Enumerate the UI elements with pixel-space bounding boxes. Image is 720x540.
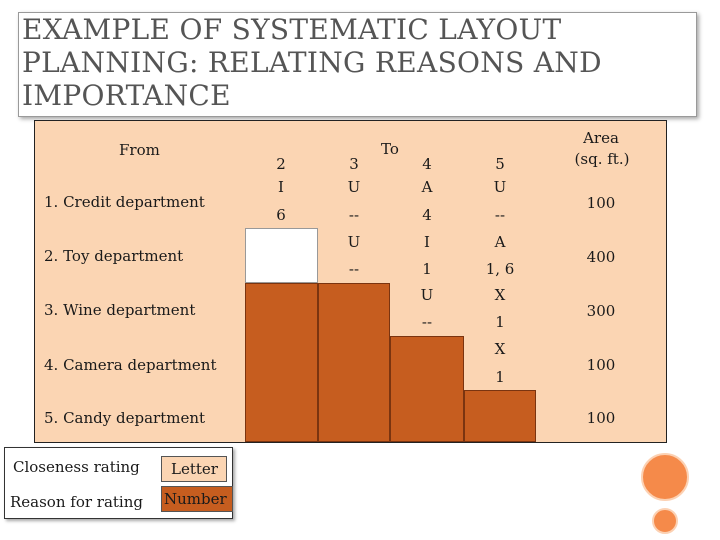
reason-rating: 1 [422, 260, 432, 278]
area-value: 100 [586, 356, 616, 374]
department-column [35, 121, 245, 442]
pair-column-2 [245, 121, 318, 228]
area-value: 400 [586, 248, 616, 266]
legend-number-swatch [161, 486, 233, 512]
legend-letter-swatch [161, 456, 227, 482]
closeness-rating: X [494, 340, 506, 358]
department-label: 4. Camera department [44, 356, 217, 374]
title-frame [18, 12, 697, 117]
legend-box: Closeness rating Letter Reason for ratin… [4, 447, 233, 519]
slide-title: EXAMPLE OF SYSTEMATIC LAYOUT PLANNING: R… [22, 13, 702, 112]
title-line-2: PLANNING: RELATING REASONS AND [22, 46, 602, 79]
department-label: 1. Credit department [44, 193, 205, 211]
closeness-rating: I [278, 178, 284, 196]
department-label: 5. Candy department [44, 409, 206, 427]
closeness-rating: X [494, 286, 506, 304]
area-value: 300 [586, 302, 616, 320]
column-header-3: 3 [349, 155, 359, 173]
department-label: 2. Toy department [44, 247, 184, 265]
pair-column-3 [318, 121, 390, 283]
title-line-1: EXAMPLE OF SYSTEMATIC LAYOUT [22, 13, 562, 46]
decorative-circle-large [641, 453, 689, 501]
legend-letter-text: Letter [171, 460, 218, 478]
area-header-line-2: (sq. ft.) [574, 150, 630, 168]
closeness-rating: U [493, 178, 507, 196]
inactive-cell [390, 336, 464, 442]
pair-column-5 [464, 121, 536, 390]
column-header-2: 2 [276, 155, 286, 173]
closeness-rating: I [424, 233, 430, 251]
area-header-line-1: Area [583, 129, 619, 147]
reason-rating: 1 [495, 368, 505, 386]
inactive-cell [464, 390, 536, 442]
pair-cell-empty [245, 228, 318, 283]
reason-rating: -- [348, 206, 360, 224]
reason-rating: 1 [495, 313, 505, 331]
column-header-4: 4 [422, 155, 432, 173]
closeness-rating: A [494, 233, 506, 251]
area-value: 100 [586, 194, 616, 212]
closeness-rating: A [421, 178, 433, 196]
reason-rating: -- [421, 313, 433, 331]
from-header: From [119, 141, 160, 159]
decorative-circle-small [652, 508, 678, 534]
reason-rating: -- [494, 206, 506, 224]
relationship-chart: From To Area (sq. ft.) 2 3 4 5 1. Credit… [34, 120, 667, 443]
area-value: 100 [586, 409, 616, 427]
column-header-5: 5 [495, 155, 505, 173]
to-header: To [381, 140, 399, 158]
closeness-rating: U [347, 233, 361, 251]
area-column [536, 121, 666, 442]
reason-rating: -- [348, 260, 360, 278]
legend-reason-label: Reason for rating [10, 493, 143, 511]
legend-closeness-label: Closeness rating [13, 458, 140, 476]
inactive-cell [318, 283, 390, 442]
legend-number-text: Number [164, 490, 227, 508]
pair-column-4 [390, 121, 464, 336]
department-label: 3. Wine department [44, 301, 196, 319]
inactive-cell [245, 283, 318, 442]
reason-rating: 4 [422, 206, 432, 224]
closeness-rating: U [420, 286, 434, 304]
reason-rating: 1, 6 [485, 260, 515, 278]
title-line-3: IMPORTANCE [22, 79, 231, 112]
closeness-rating: U [347, 178, 361, 196]
reason-rating: 6 [276, 206, 286, 224]
